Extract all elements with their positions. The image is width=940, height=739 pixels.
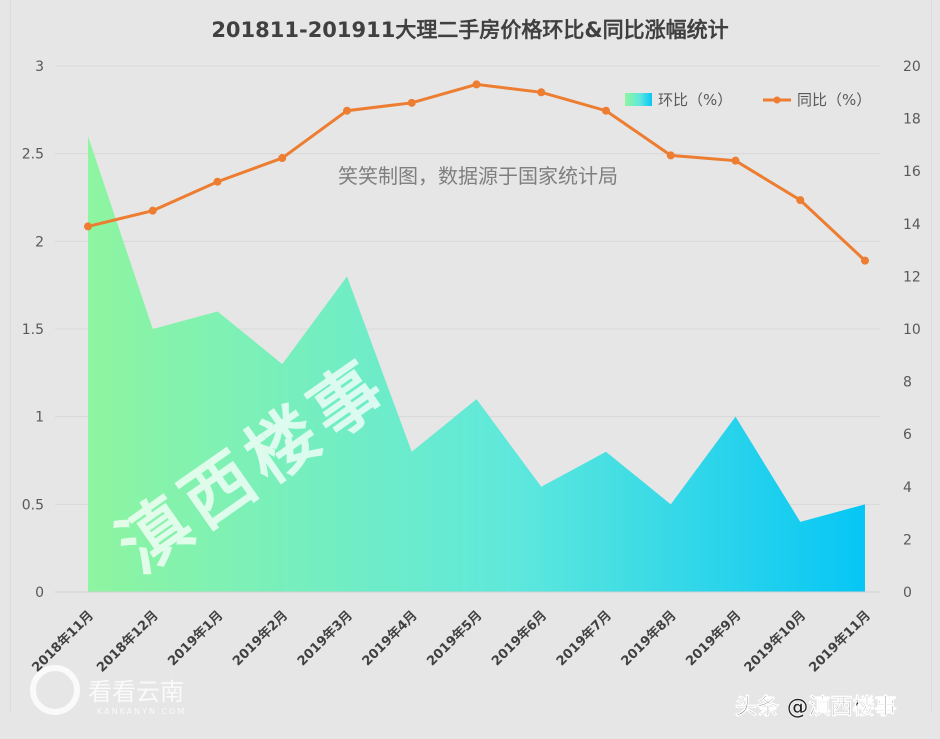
watermark-bottom-left: 看看云南 KANKANYN.COM <box>30 665 186 716</box>
right-axis-tick-label: 20 <box>903 59 921 75</box>
right-axis-tick-label: 16 <box>903 164 921 180</box>
line-marker <box>343 106 351 115</box>
left-axis-tick-label: 3 <box>35 59 44 75</box>
x-axis-tick-label: 2019年4月 <box>359 608 421 670</box>
x-axis-tick-label: 2019年1月 <box>165 608 227 670</box>
right-axis-tick-label: 8 <box>903 375 912 391</box>
chart-title: 201811-201911大理二手房价格环比&同比涨幅统计 <box>211 18 729 42</box>
left-axis-tick-label: 0 <box>35 585 44 601</box>
left-axis-tick-label: 2.5 <box>22 147 44 163</box>
right-axis-tick-label: 18 <box>903 112 921 128</box>
legend-swatch-area <box>625 93 652 106</box>
right-axis-tick-label: 10 <box>903 322 921 338</box>
area-series-mom <box>88 136 865 592</box>
line-marker <box>84 222 92 231</box>
x-axis-tick-label: 2019年11月 <box>806 608 874 676</box>
right-axis-tick-label: 12 <box>903 269 921 285</box>
left-axis-tick-label: 1 <box>35 410 44 426</box>
right-axis-tick-label: 0 <box>903 585 912 601</box>
legend: 环比（%） 同比（%） <box>625 91 871 109</box>
left-axis-tick-label: 0.5 <box>22 497 44 513</box>
legend-label-mom: 环比（%） <box>658 91 732 109</box>
svg-text:看看云南: 看看云南 <box>88 678 184 706</box>
x-axis-tick-label: 2019年9月 <box>683 608 745 670</box>
left-axis-tick-label: 1.5 <box>22 322 44 338</box>
line-marker <box>407 98 416 107</box>
x-axis-tick-label: 2018年11月 <box>29 608 97 676</box>
svg-text:KANKANYN.COM: KANKANYN.COM <box>97 707 186 716</box>
line-marker <box>148 206 157 215</box>
left-axis-ticks: 0 0.5 1 1.5 2 2.5 3 <box>22 59 44 601</box>
right-axis-tick-label: 2 <box>903 532 912 548</box>
line-marker <box>472 80 481 89</box>
line-markers <box>84 80 869 265</box>
left-axis-tick-label: 2 <box>35 234 44 250</box>
watermark-bottom-right: 头条 @滇西楼事 <box>735 694 897 720</box>
right-axis-ticks: 0 2 4 6 8 10 12 14 16 18 20 <box>903 59 921 601</box>
x-axis-tick-label: 2019年5月 <box>424 608 486 670</box>
x-axis-tick-label: 2019年7月 <box>553 608 615 670</box>
right-axis-tick-label: 6 <box>903 427 912 443</box>
right-axis-tick-label: 14 <box>903 217 921 233</box>
line-marker <box>602 106 610 115</box>
x-axis-tick-label: 2019年8月 <box>618 608 680 670</box>
line-marker <box>861 256 869 265</box>
x-axis-tick-label: 2019年3月 <box>294 608 356 670</box>
x-axis-tick-label: 2019年2月 <box>229 608 291 670</box>
line-marker <box>537 88 546 97</box>
x-axis-tick-label: 2019年6月 <box>488 608 550 670</box>
line-marker <box>666 151 675 160</box>
x-axis-tick-label: 2019年10月 <box>741 608 809 676</box>
right-axis-tick-label: 4 <box>903 480 912 496</box>
chart-subtitle: 笑笑制图，数据源于国家统计局 <box>338 164 618 188</box>
line-marker <box>278 154 287 163</box>
x-axis-tick-label: 2018年12月 <box>93 608 161 676</box>
legend-label-yoy: 同比（%） <box>797 91 871 109</box>
line-marker <box>213 177 222 186</box>
line-marker <box>731 156 740 165</box>
line-marker <box>796 196 805 205</box>
